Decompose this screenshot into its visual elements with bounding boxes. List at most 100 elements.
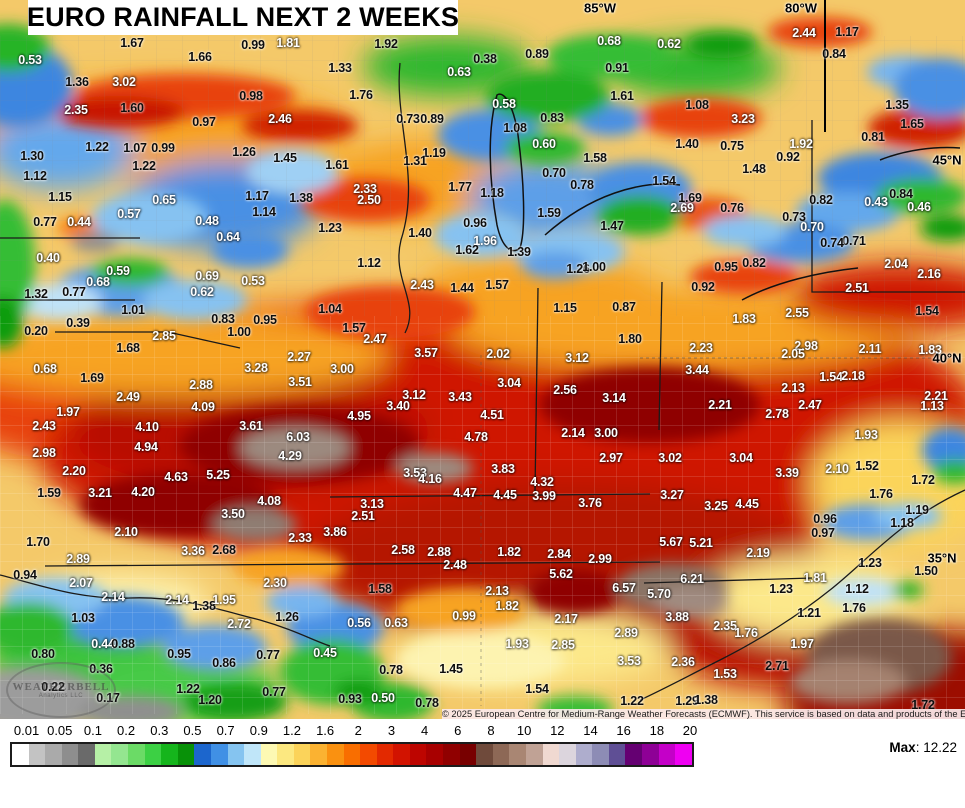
rain-value-label: 1.69 xyxy=(678,191,702,205)
rain-value-label: 1.44 xyxy=(450,281,474,295)
rain-value-label: 1.76 xyxy=(869,487,893,501)
rain-value-label: 0.73 xyxy=(782,210,806,224)
rain-value-label: 4.08 xyxy=(257,494,281,508)
rain-value-label: 1.40 xyxy=(675,137,699,151)
rain-value-label: 2.78 xyxy=(765,407,789,421)
rain-value-label: 1.96 xyxy=(473,234,497,248)
rain-value-label: 3.76 xyxy=(578,496,602,510)
colorbar-segment xyxy=(575,744,593,765)
rain-value-label: 0.83 xyxy=(211,312,235,326)
colorbar-segment xyxy=(426,744,444,765)
rain-value-label: 1.12 xyxy=(845,582,869,596)
rain-value-label: 1.59 xyxy=(37,486,61,500)
rain-value-label: 2.69 xyxy=(670,201,694,215)
rain-value-label: 1.23 xyxy=(858,556,882,570)
rain-value-label: 1.39 xyxy=(507,245,531,259)
rain-value-label: 1.21 xyxy=(797,606,821,620)
rain-value-label: 2.47 xyxy=(798,398,822,412)
colorbar-segment xyxy=(559,744,576,765)
colorbar-tick: 0.5 xyxy=(183,723,202,738)
rain-value-label: 0.44 xyxy=(67,215,91,229)
colorbar-tick: 0.2 xyxy=(117,723,136,738)
rain-value-label: 1.81 xyxy=(276,36,300,50)
rain-value-label: 2.97 xyxy=(599,451,623,465)
colorbar-tick: 0.3 xyxy=(150,723,169,738)
rain-value-label: 0.76 xyxy=(720,201,744,215)
rain-value-label: 3.28 xyxy=(244,361,268,375)
rain-value-label: 2.18 xyxy=(841,369,865,383)
rain-value-label: 3.57 xyxy=(414,346,438,360)
rain-value-label: 0.94 xyxy=(13,568,37,582)
colorbar-segment xyxy=(525,744,543,765)
colorbar-segment xyxy=(111,744,129,765)
rain-value-label: 1.57 xyxy=(485,278,509,292)
rain-value-label: 2.04 xyxy=(884,257,908,271)
rain-value-label: 1.26 xyxy=(566,262,590,276)
rain-value-label: 0.62 xyxy=(190,285,214,299)
colorbar-segment xyxy=(61,744,79,765)
rain-value-label: 3.02 xyxy=(658,451,682,465)
colorbar-segment xyxy=(144,744,162,765)
rain-value-label: 2.72 xyxy=(227,617,251,631)
colorbar-segment xyxy=(260,744,278,765)
colorbar-tick: 0.1 xyxy=(83,723,102,738)
rain-value-label: 3.00 xyxy=(594,426,618,440)
rain-value-label: 1.30 xyxy=(20,149,44,163)
colorbar-tick: 0.01 xyxy=(13,723,40,738)
rain-value-label: 0.80 xyxy=(31,647,55,661)
weatherbell-watermark: WEATHERBELL Analytics LLC xyxy=(6,662,116,718)
rain-value-label: 1.83 xyxy=(732,312,756,326)
rain-value-label: 3.44 xyxy=(685,363,709,377)
rain-value-label: 2.35 xyxy=(713,619,737,633)
colorbar-segment xyxy=(177,744,195,765)
rain-value-label: 1.54 xyxy=(915,304,939,318)
rain-value-label: 0.84 xyxy=(889,187,913,201)
rain-value-label: 2.89 xyxy=(66,552,90,566)
rain-value-label: 0.68 xyxy=(597,34,621,48)
rain-value-label: 1.62 xyxy=(455,243,479,257)
rain-value-label: 1.22 xyxy=(85,140,109,154)
county-grid-south xyxy=(0,316,965,714)
rain-value-label: 1.61 xyxy=(325,158,349,172)
colorbar-segment xyxy=(194,744,211,765)
colorbar-tick: 0.7 xyxy=(216,723,235,738)
rain-value-label: 2.20 xyxy=(62,464,86,478)
rain-value-label: 1.23 xyxy=(769,582,793,596)
rain-value-label: 1.04 xyxy=(318,302,342,316)
rain-value-label: 3.12 xyxy=(565,351,589,365)
colorbar-segment xyxy=(277,744,294,765)
rain-value-label: 3.13 xyxy=(360,497,384,511)
colorbar xyxy=(10,742,694,767)
colorbar-tick: 16 xyxy=(616,723,631,738)
rain-value-label: 0.56 xyxy=(347,616,371,630)
rain-value-label: 2.58 xyxy=(391,543,415,557)
colorbar-segment xyxy=(128,744,145,765)
graticule xyxy=(480,0,960,706)
rain-value-label: 0.87 xyxy=(612,300,636,314)
rain-value-label: 0.96 xyxy=(463,216,487,230)
colorbar-tick: 0.05 xyxy=(47,723,73,738)
colorbar-segment xyxy=(293,744,311,765)
rain-value-label: 0.71 xyxy=(842,234,866,248)
rain-value-label: 0.77 xyxy=(33,215,57,229)
rain-value-label: 2.56 xyxy=(553,383,577,397)
coordinate-label: 35°N xyxy=(927,550,957,566)
rain-value-label: 0.86 xyxy=(212,656,236,670)
rain-value-label: 0.98 xyxy=(239,89,263,103)
rain-value-label: 1.22 xyxy=(132,159,156,173)
rain-value-label: 2.46 xyxy=(268,112,292,126)
rain-value-label: 0.82 xyxy=(809,193,833,207)
rain-value-label: 2.68 xyxy=(212,543,236,557)
colorbar-ticks: 0.01 0.05 0.1 0.2 0.3 0.5 0.7 0.9 1.2 1.6 2 3 4 6 8 10 1… xyxy=(10,723,697,740)
colorbar-segment xyxy=(641,744,659,765)
rain-value-label: 3.40 xyxy=(386,399,410,413)
rain-value-label: 1.60 xyxy=(120,101,144,115)
colorbar-tick: 10 xyxy=(516,723,532,738)
rain-value-label: 0.39 xyxy=(66,316,90,330)
rain-value-label: 1.00 xyxy=(227,325,251,339)
rain-value-label: 3.27 xyxy=(660,488,684,502)
rain-value-label: 1.66 xyxy=(188,50,212,64)
rain-value-label: 1.47 xyxy=(600,219,624,233)
rain-value-label: 4.94 xyxy=(134,440,158,454)
rain-value-label: 1.12 xyxy=(23,169,47,183)
